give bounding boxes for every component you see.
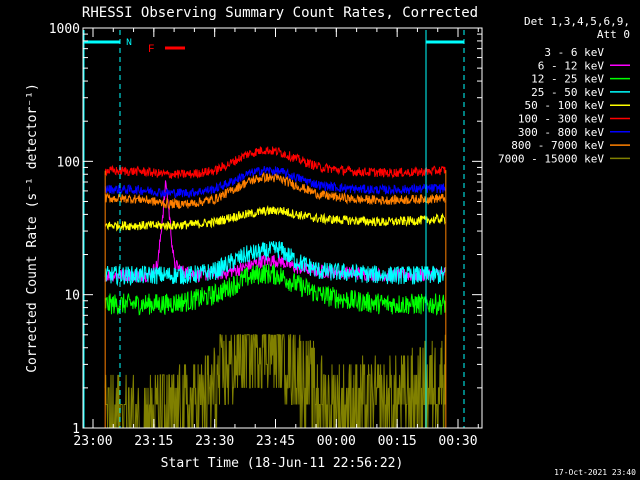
plot-frame bbox=[82, 27, 483, 429]
legend-label: 6 - 12 keV bbox=[538, 59, 605, 72]
x-tick-label: 23:30 bbox=[195, 434, 234, 449]
render-timestamp: 17-Oct-2021 23:40 bbox=[554, 468, 636, 477]
series-line-7000-15000-kev bbox=[104, 334, 446, 429]
series-line-50-100-kev bbox=[104, 204, 446, 232]
x-tick-label: 23:15 bbox=[134, 434, 173, 449]
series-layer bbox=[104, 146, 447, 429]
x-axis: 23:00 23:15 23:30 23:45 00:00 00:15 00:30 bbox=[73, 28, 479, 449]
series-line-12-25-kev bbox=[104, 264, 446, 316]
flare-marker-label: F bbox=[148, 44, 155, 56]
legend-label: 800 - 7000 keV bbox=[511, 139, 604, 152]
x-tick-label: 00:15 bbox=[378, 434, 417, 449]
flare-marker: F bbox=[148, 44, 185, 56]
x-tick-label: 23:00 bbox=[73, 434, 112, 449]
series-line-800-7000-kev bbox=[104, 171, 446, 211]
y-tick-label: 1 bbox=[72, 422, 80, 437]
y-axis: 1 10 100 1000 bbox=[49, 22, 482, 437]
series-line-100-300-kev bbox=[104, 146, 446, 179]
legend-label: 12 - 25 keV bbox=[531, 73, 604, 86]
y-tick-label: 10 bbox=[64, 289, 80, 304]
y-tick-label: 100 bbox=[57, 155, 80, 170]
x-tick-label: 00:00 bbox=[317, 434, 356, 449]
legend-header-line1: Det 1,3,4,5,6,9, bbox=[524, 15, 630, 28]
legend-label: 25 - 50 keV bbox=[531, 86, 604, 99]
legend-label: 3 - 6 keV bbox=[544, 46, 604, 59]
y-tick-label: 1000 bbox=[49, 22, 80, 37]
x-tick-label: 23:45 bbox=[256, 434, 295, 449]
legend-label: 7000 - 15000 keV bbox=[498, 152, 604, 165]
series-line-300-800-kev bbox=[104, 166, 446, 199]
legend-label: 100 - 300 keV bbox=[518, 113, 604, 126]
chart-title: RHESSI Observing Summary Count Rates, Co… bbox=[82, 5, 478, 21]
legend-label: 300 - 800 keV bbox=[518, 126, 604, 139]
series-line-25-50-kev bbox=[104, 240, 446, 287]
y-axis-label: Corrected Count Rate (s⁻¹ detector⁻¹) bbox=[25, 83, 40, 373]
x-tick-label: 00:30 bbox=[438, 434, 477, 449]
x-axis-label: Start Time (18-Jun-11 22:56:22) bbox=[161, 456, 404, 471]
legend-label: 50 - 100 keV bbox=[525, 99, 605, 112]
series-line-3-6-kev bbox=[104, 281, 446, 376]
night-marker-label: N bbox=[126, 38, 132, 49]
night-markers: N bbox=[83, 30, 465, 428]
legend-header-line2: Att 0 bbox=[597, 28, 630, 41]
